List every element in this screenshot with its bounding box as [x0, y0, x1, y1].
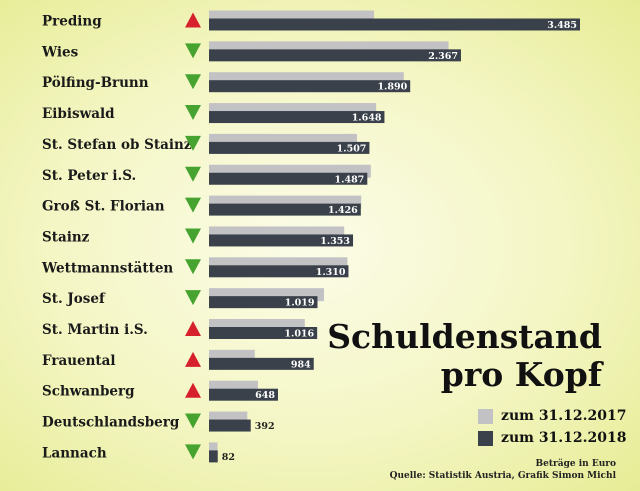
- trend-down-icon: [185, 413, 201, 429]
- trend-down-icon: [185, 43, 201, 59]
- trend-up-icon: [185, 321, 201, 336]
- trend-up-icon: [185, 12, 201, 28]
- category-label: Stainz: [42, 229, 90, 245]
- legend-item-2018: zum 31.12.2018: [478, 430, 627, 446]
- data-label-2018: 3.485: [547, 20, 577, 31]
- data-label-2018: 1.016: [284, 329, 314, 340]
- data-label-2018: 1.890: [377, 82, 407, 93]
- legend-swatch-2017: [478, 408, 493, 424]
- bar-2018: [209, 111, 385, 124]
- source-note: Quelle: Statistik Austria, Grafik Simon …: [389, 471, 616, 481]
- bar-2018: [209, 172, 368, 185]
- data-label-2018: 1.487: [335, 174, 365, 185]
- category-label: Pölfing-Brunn: [42, 75, 149, 91]
- data-label-2018: 1.426: [328, 205, 358, 216]
- category-label: St. Peter i.S.: [42, 168, 136, 184]
- trend-up-icon: [185, 351, 201, 367]
- data-label-2018: 82: [222, 452, 235, 463]
- category-label: Deutschlandsberg: [42, 415, 180, 431]
- bar-2018: [209, 18, 580, 31]
- trend-down-icon: [185, 259, 201, 275]
- bar-2018: [209, 388, 278, 401]
- trend-down-icon: [185, 135, 201, 151]
- bar-2018: [209, 80, 411, 93]
- legend-swatch-2018: [478, 430, 493, 446]
- chart-title-line-1: Schuldenstand: [327, 317, 602, 356]
- data-label-2018: 1.648: [352, 113, 382, 124]
- category-label: St. Martin i.S.: [42, 322, 148, 338]
- legend-label-2018: zum 31.12.2018: [501, 430, 627, 446]
- legend-item-2017: zum 31.12.2017: [478, 408, 627, 424]
- bar-2018: [209, 296, 318, 309]
- bar-2018: [209, 419, 251, 432]
- data-label-2018: 1.310: [316, 267, 346, 278]
- data-label-2018: 984: [291, 359, 311, 370]
- category-label: St. Josef: [42, 291, 106, 307]
- trend-down-icon: [185, 74, 201, 90]
- data-label-2018: 648: [255, 390, 275, 401]
- bar-2018: [209, 49, 461, 62]
- category-label: Frauental: [42, 353, 116, 369]
- category-label: St. Stefan ob Stainz: [42, 137, 192, 153]
- trend-down-icon: [185, 228, 201, 244]
- category-label: Schwanberg: [42, 384, 135, 400]
- bar-2018: [209, 357, 314, 370]
- category-label: Preding: [42, 14, 102, 30]
- trend-down-icon: [185, 105, 201, 121]
- data-label-2018: 1.507: [337, 143, 367, 154]
- bar-2018: [209, 450, 218, 463]
- bar-2018: [209, 234, 354, 247]
- chart-title-line-2: pro Kopf: [440, 355, 602, 394]
- trend-up-icon: [185, 382, 201, 398]
- data-label-2018: 1.353: [320, 236, 350, 247]
- bar-2018: [209, 327, 318, 339]
- data-label-2018: 1.019: [285, 298, 315, 309]
- category-label: Lannach: [42, 445, 107, 461]
- bar-2018: [209, 203, 361, 216]
- unit-note: Beträge in Euro: [535, 459, 616, 469]
- trend-down-icon: [185, 290, 201, 306]
- trend-down-icon: [185, 197, 201, 213]
- data-label-2018: 2.367: [428, 51, 458, 62]
- legend-label-2017: zum 31.12.2017: [501, 408, 627, 424]
- trend-down-icon: [185, 444, 201, 460]
- data-label-2018: 392: [255, 421, 275, 432]
- category-label: Groß St. Florian: [42, 199, 165, 215]
- bar-2017: [209, 442, 218, 456]
- bar-2018: [209, 265, 349, 278]
- category-label: Wettmannstätten: [41, 260, 173, 276]
- bar-2018: [209, 141, 370, 154]
- category-label: Wies: [41, 44, 79, 60]
- trend-down-icon: [185, 166, 201, 182]
- category-label: Eibiswald: [42, 106, 115, 122]
